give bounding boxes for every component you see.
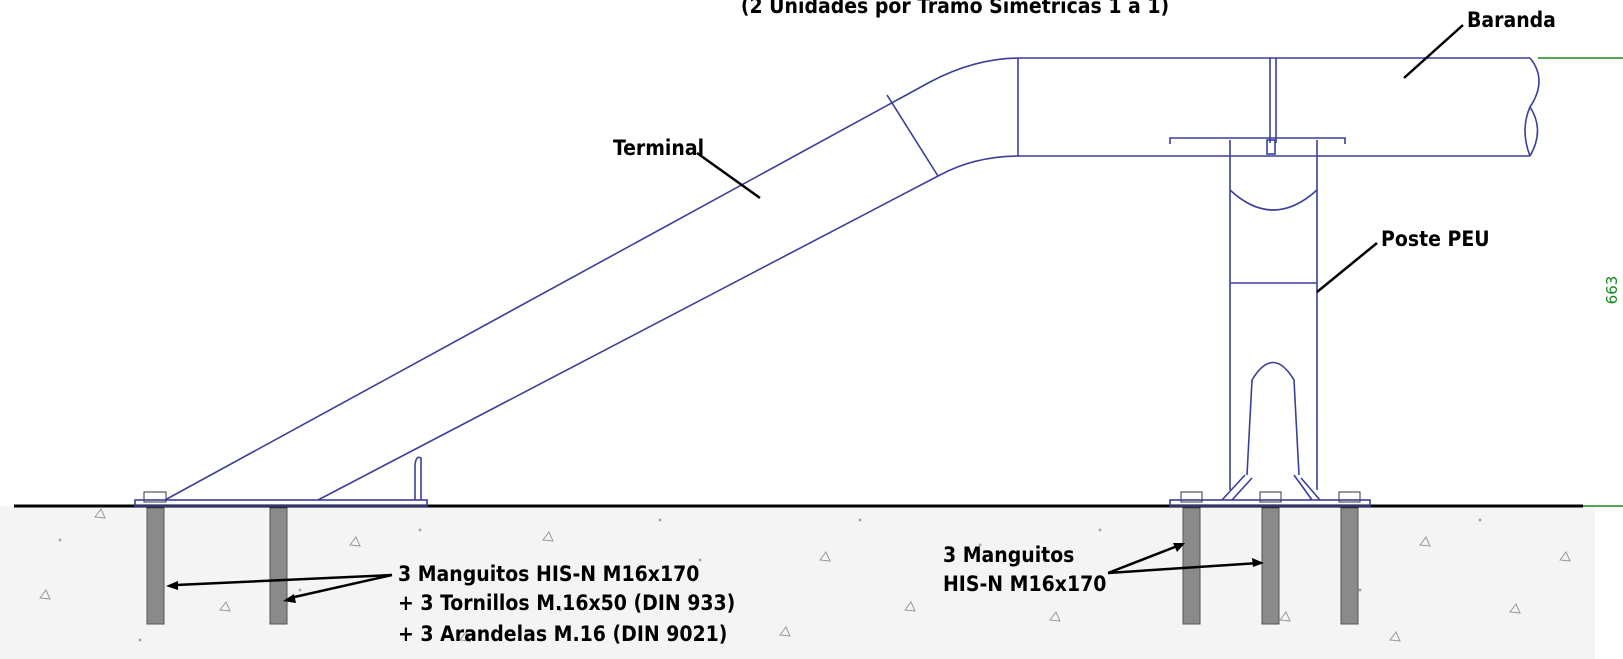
left-note-line3: + 3 Arandelas M.16 (DIN 9021) [398, 622, 727, 646]
poste-peu [1221, 139, 1321, 501]
left-anchor-note: 3 Manguitos HIS-N M16x170 + 3 Tornillos … [398, 562, 735, 646]
leader-right-arrowheads [1173, 543, 1264, 567]
baranda-tube [1169, 57, 1540, 157]
leader-poste-peu [1316, 242, 1378, 293]
label-poste-peu: Poste PEU [1381, 227, 1490, 251]
leader-right-anchors [1107, 543, 1260, 575]
leader-left-anchors [175, 573, 393, 600]
label-baranda: Baranda [1467, 8, 1556, 32]
dimension-value: 663 [1603, 276, 1621, 305]
label-terminal: Terminal [613, 136, 704, 160]
left-anchors [143, 491, 288, 625]
leader-terminal [696, 151, 761, 200]
terminal-base-plate [134, 499, 428, 507]
post-base-plate [1169, 499, 1371, 507]
right-note-line2: HIS-N M16x170 [943, 572, 1106, 596]
leader-baranda [1403, 24, 1464, 79]
left-note-line1: 3 Manguitos HIS-N M16x170 [398, 562, 699, 586]
terminal-tube [164, 57, 1270, 501]
right-note-line1: 3 Manguitos [943, 543, 1074, 567]
header-note: (2 Unidades por Tramo Simétricas 1 a 1) [741, 0, 1169, 18]
right-anchor-note: 3 Manguitos HIS-N M16x170 [943, 543, 1106, 596]
left-note-line2: + 3 Tornillos M.16x50 (DIN 933) [398, 591, 735, 615]
concrete-base [0, 506, 1595, 659]
